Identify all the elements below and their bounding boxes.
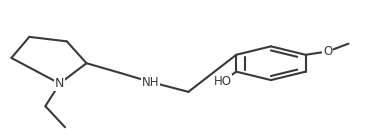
Text: NH: NH <box>142 76 160 89</box>
Text: O: O <box>323 45 332 58</box>
Text: N: N <box>55 77 64 90</box>
Text: HO: HO <box>214 75 232 88</box>
